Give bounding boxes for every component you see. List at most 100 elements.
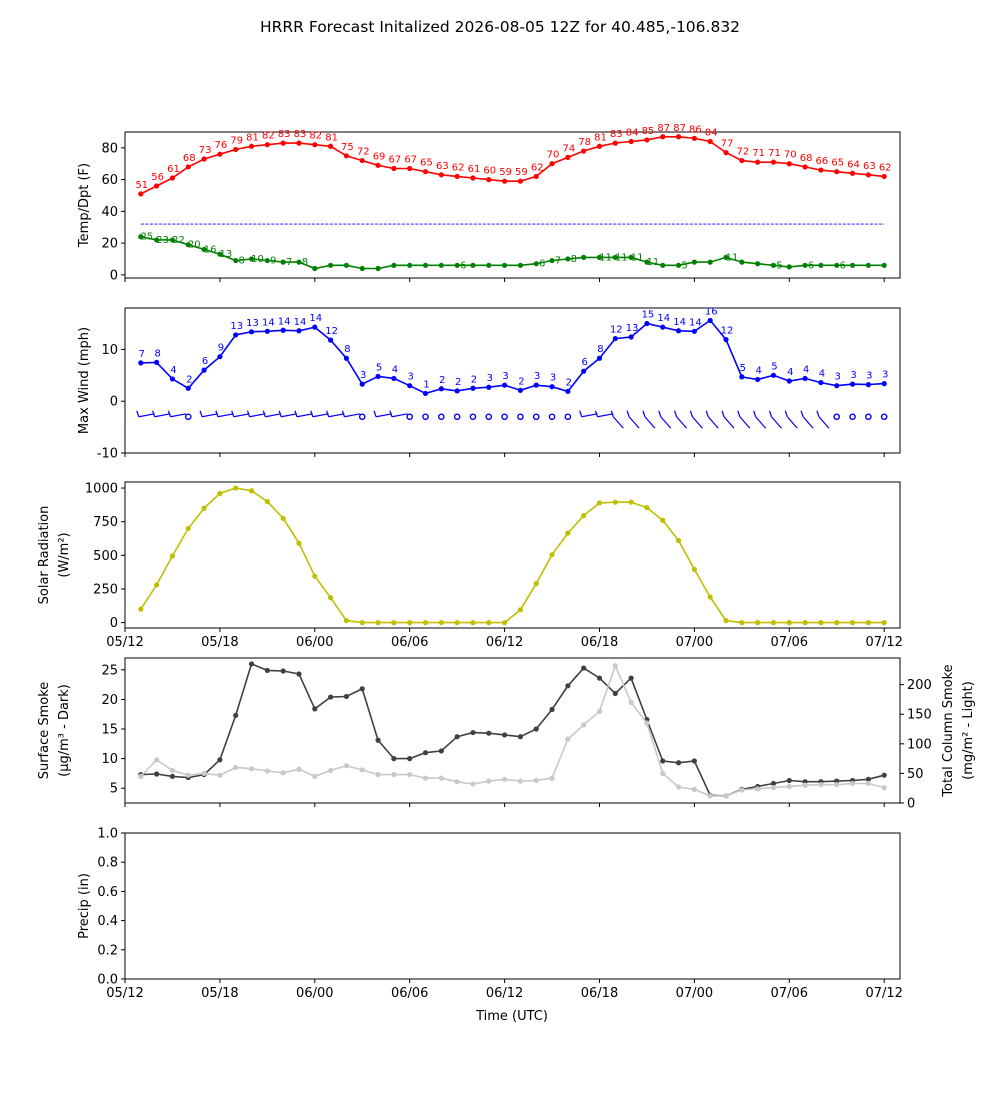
temp-data-label: 81	[246, 132, 259, 143]
temp-point	[834, 169, 840, 175]
wind-point	[407, 383, 413, 389]
wind-barb	[375, 413, 392, 418]
dewpoint-data-label: 5	[681, 260, 687, 271]
smoke_column-point	[407, 771, 413, 778]
smoke_surface-point	[549, 706, 555, 713]
solar-point	[628, 499, 634, 505]
wind-point	[501, 382, 508, 388]
smoke_column-point	[707, 793, 713, 799]
wind-barb-flag	[167, 410, 172, 417]
wind-point	[438, 386, 444, 392]
smoke_surface-point	[438, 748, 444, 754]
dewpoint-point	[248, 256, 255, 262]
solar-point	[138, 606, 144, 612]
wind-point	[660, 324, 666, 330]
solar-point	[644, 504, 650, 511]
temp-data-label: 74	[562, 143, 575, 154]
dewpoint-point	[723, 254, 729, 260]
wind-data-label: 4	[392, 364, 398, 375]
smoke_column-point	[786, 783, 792, 790]
wind-data-label: 9	[218, 343, 224, 354]
smoke_surface-point	[359, 686, 365, 692]
wind-point	[185, 385, 191, 391]
y-tick-label: 10	[101, 343, 118, 358]
wind-point	[328, 337, 334, 343]
smoke_surface-point	[296, 671, 302, 677]
temp-point	[533, 173, 539, 180]
temp-data-label: 62	[531, 162, 544, 173]
wind-data-label: 5	[740, 363, 746, 374]
wind-barb	[344, 413, 361, 418]
wind-data-label: 3	[850, 370, 856, 381]
wind-data-label: 14	[657, 313, 670, 324]
temp-data-label: 76	[215, 140, 228, 151]
temp-data-label: 51	[135, 180, 148, 191]
dewpoint-data-label: 8	[239, 256, 245, 267]
wind-barb	[707, 416, 719, 429]
wind-data-label: 3	[502, 371, 508, 382]
wind-point	[675, 328, 682, 334]
wind-barb-flag	[721, 410, 725, 417]
solar-point	[501, 620, 508, 626]
wind-barb	[281, 413, 297, 418]
wind-data-label: 14	[278, 316, 291, 327]
solar-point	[533, 580, 539, 587]
precip-panel: 05/12 05/18 06/00 06/06 06/12 06/18 07/00 07/06…	[77, 827, 903, 1002]
wind-point	[169, 376, 176, 382]
temp-point	[770, 159, 777, 165]
wind-barb	[154, 413, 171, 418]
smoke_column-point	[501, 776, 508, 782]
wind-point	[138, 360, 144, 366]
wind-barb-flag	[326, 410, 330, 417]
smoke_surface-point	[565, 683, 571, 689]
temp-point	[312, 142, 318, 148]
wind-point	[818, 379, 824, 386]
wind-barb	[802, 416, 814, 429]
wind-barb-flag	[579, 410, 583, 417]
wind-point	[296, 328, 302, 334]
dewpoint-data-label: 6	[808, 260, 814, 271]
wind-data-label: 12	[325, 326, 338, 337]
temp-point	[280, 140, 286, 146]
temp-data-label: 72	[736, 147, 749, 158]
solar-point	[201, 505, 207, 511]
wind-barb-calm	[358, 413, 366, 421]
solar-point	[596, 500, 603, 506]
x-tick-label: 06/12	[486, 986, 523, 1001]
smoke_surface-point	[407, 756, 413, 762]
dewpoint-data-label: 20	[188, 240, 201, 251]
dewpoint-data-label: 22	[172, 235, 185, 246]
wind-point	[739, 374, 745, 380]
smoke_column-point	[422, 775, 429, 781]
wind-data-label: 2	[471, 374, 477, 385]
smoke_surface-point	[233, 712, 239, 719]
solar-point	[834, 620, 840, 626]
wind-barb	[391, 413, 408, 418]
y-tick-label: 10	[101, 752, 118, 767]
x-tick-label: 05/12	[106, 635, 143, 650]
y-tick-label: 750	[93, 515, 118, 530]
dewpoint-point	[343, 262, 350, 268]
wind-barb-calm	[548, 413, 556, 421]
wind-data-label: 3	[835, 372, 841, 383]
smoke_surface-point	[533, 726, 539, 732]
x-tick-label: 07/12	[865, 986, 902, 1001]
smoke_column-point	[154, 757, 160, 763]
temp-data-label: 72	[357, 147, 370, 158]
wind-barb	[771, 416, 782, 429]
dewpoint-point	[280, 259, 286, 265]
y-right-axis-unit: (mg/m² - Light)	[961, 681, 976, 780]
dewpoint-point	[691, 259, 697, 265]
temp-data-label: 86	[689, 124, 702, 135]
smoke_column-point	[549, 775, 555, 781]
smoke_surface-point	[154, 771, 160, 777]
dewpoint-point	[612, 254, 618, 260]
wind-data-label: 7	[139, 349, 145, 360]
dewpoint-point	[644, 259, 650, 265]
wind-barb-flag	[262, 410, 266, 417]
wind-data-label: 13	[626, 323, 639, 334]
temp-point	[391, 165, 397, 172]
dewpoint-data-label: 11	[726, 252, 739, 263]
solar-line	[140, 487, 885, 624]
wind-barb-calm	[880, 413, 888, 421]
